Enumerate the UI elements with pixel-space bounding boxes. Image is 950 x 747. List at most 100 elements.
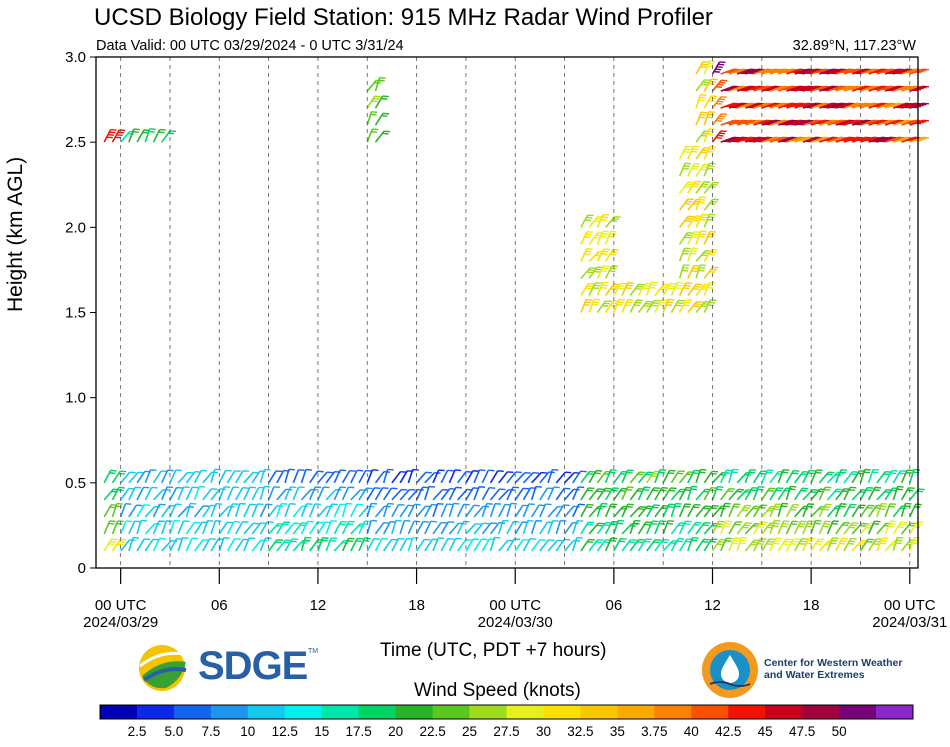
wind-barb [318,248,323,261]
wind-barb [458,421,467,432]
wind-barb [186,385,192,398]
wind-barb [662,298,675,313]
wind-barb [621,539,637,552]
wind-barb [260,267,269,278]
wind-barb [186,438,195,449]
wind-barb [670,470,685,484]
wind-barb [129,352,137,363]
wind-barb [244,403,252,415]
wind-barb [103,469,117,484]
wind-barb [818,471,835,484]
x-tick-label: 18 [408,597,425,614]
wind-barb [721,454,729,466]
wind-barb [523,285,532,295]
wind-barb [260,404,269,415]
wind-barb [367,248,371,261]
wind-barb [762,171,775,176]
wind-barb [515,283,522,295]
wind-barb [260,453,265,466]
wind-barb [351,403,358,415]
wind-barb [556,300,563,312]
wind-barb [482,250,490,262]
wind-barb [259,485,271,501]
wind-barb [860,154,873,159]
wind-barb [186,282,191,295]
wind-barb [449,419,454,432]
wind-barb [440,503,453,518]
wind-barb [302,302,311,313]
wind-barb [458,251,467,262]
wind-barb [754,351,759,364]
wind-barb [581,454,588,466]
wind-barb [384,350,388,363]
wind-barb [178,351,183,364]
wind-barb [589,454,596,466]
wind-barb [178,367,182,380]
wind-barb [884,469,898,484]
wind-barb [539,471,555,484]
wind-barb [910,370,919,381]
wind-barb [161,130,177,143]
wind-barb [721,335,729,346]
wind-barb [687,503,701,518]
wind-barb [762,154,775,159]
wind-barb [203,336,213,346]
wind-barb [687,485,698,501]
wind-barb [695,538,710,552]
wind-barb [448,469,462,484]
wind-barb [359,333,364,346]
wind-barb [729,370,738,380]
wind-barb [777,538,792,552]
wind-barb [581,350,586,363]
wind-barb [876,537,889,552]
wind-barb [392,266,398,278]
wind-barb [893,318,900,330]
wind-barb [721,403,729,414]
wind-barb [836,438,845,449]
wind-barb [548,250,556,261]
wind-barb [285,368,291,381]
wind-barb [399,519,411,535]
wind-barb [433,251,442,261]
wind-barb [703,60,716,75]
wind-barb [729,205,742,210]
wind-barb [637,505,654,518]
wind-barb [293,404,302,415]
wind-barb [211,403,218,415]
wind-barb [252,302,261,312]
wind-barb [852,386,860,397]
wind-barb [754,453,760,466]
wind-barb [762,403,770,415]
wind-barb [622,454,629,466]
wind-barb [548,353,557,364]
wind-barb [343,369,351,380]
wind-barb [622,370,631,381]
y-tick-label: 0.5 [65,475,86,492]
wind-barb [137,455,145,466]
wind-barb [630,353,640,363]
wind-barb [515,336,524,347]
wind-barb [325,537,338,552]
wind-barb [844,188,857,193]
wind-barb [828,301,836,312]
wind-barb [267,470,283,484]
wind-barb [795,257,808,262]
wind-barb [170,437,177,449]
wind-barb [417,368,424,380]
wind-barb [433,353,442,364]
wind-barb [721,319,730,330]
wind-barb [795,267,803,278]
wind-barb [285,268,294,279]
colorbar-tick-label: 15 [314,724,329,739]
wind-barb [892,536,904,552]
wind-barb [573,233,582,244]
wind-barb [572,470,587,484]
wind-barb [737,438,746,448]
wind-barb [835,537,848,552]
wind-barb [785,520,799,535]
wind-barb [811,318,819,329]
wind-barb [121,418,125,431]
wind-barb [375,454,382,466]
wind-barb [688,352,696,364]
wind-barb [366,487,381,501]
